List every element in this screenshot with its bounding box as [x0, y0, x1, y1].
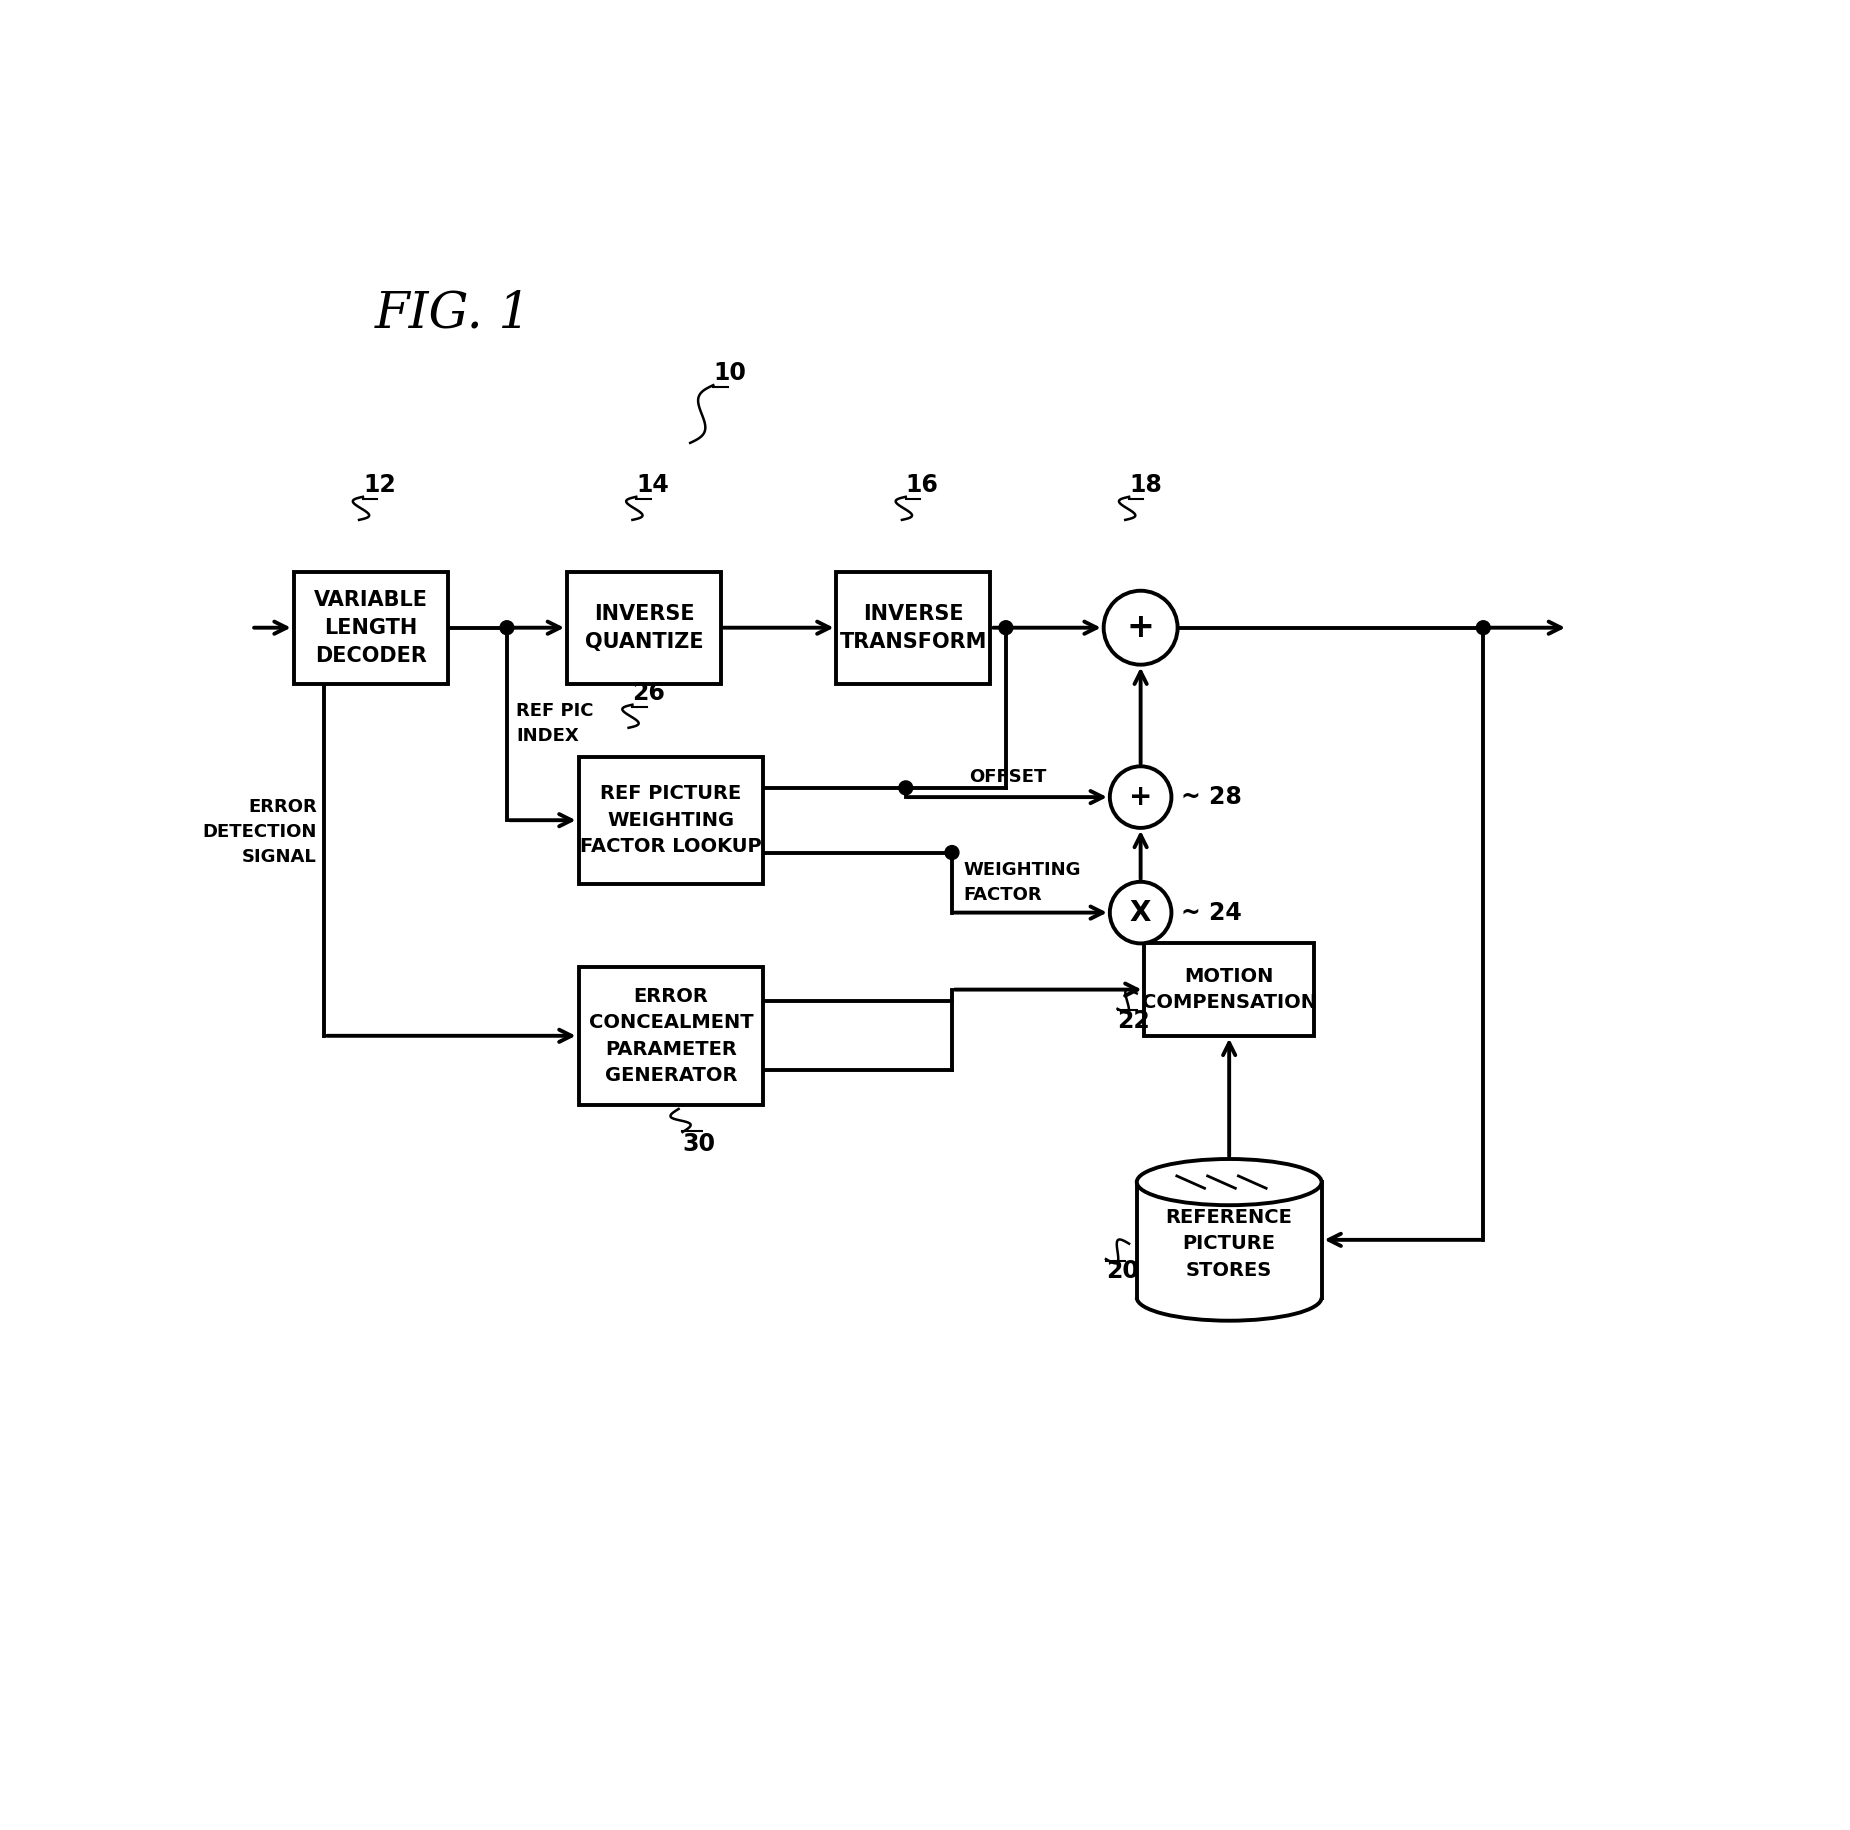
Text: ~ 24: ~ 24: [1180, 900, 1241, 924]
Text: 20: 20: [1106, 1259, 1140, 1283]
Bar: [579, 966, 764, 1105]
Bar: [294, 571, 448, 684]
Bar: [566, 571, 722, 684]
Text: REF PIC
INDEX: REF PIC INDEX: [516, 703, 594, 745]
Circle shape: [1476, 620, 1491, 635]
Text: 10: 10: [714, 361, 746, 384]
Circle shape: [899, 781, 912, 794]
Text: REF PICTURE
WEIGHTING
FACTOR LOOKUP: REF PICTURE WEIGHTING FACTOR LOOKUP: [581, 785, 762, 856]
Text: +: +: [1128, 783, 1153, 811]
Text: MOTION
COMPENSATION: MOTION COMPENSATION: [1141, 966, 1317, 1012]
Text: INVERSE
QUANTIZE: INVERSE QUANTIZE: [585, 604, 703, 651]
Text: ERROR
CONCEALMENT
PARAMETER
GENERATOR: ERROR CONCEALMENT PARAMETER GENERATOR: [588, 986, 753, 1085]
Text: +: +: [1127, 611, 1154, 644]
Bar: [579, 756, 764, 884]
Text: 30: 30: [683, 1133, 716, 1157]
Text: OFFSET: OFFSET: [969, 767, 1045, 785]
Text: ERROR
DETECTION
SIGNAL: ERROR DETECTION SIGNAL: [202, 798, 316, 866]
Circle shape: [945, 845, 958, 860]
Circle shape: [1110, 767, 1171, 827]
Text: INVERSE
TRANSFORM: INVERSE TRANSFORM: [840, 604, 988, 651]
Bar: [836, 571, 990, 684]
Text: X: X: [1130, 899, 1151, 926]
Text: VARIABLE
LENGTH
DECODER: VARIABLE LENGTH DECODER: [314, 589, 427, 666]
Text: 16: 16: [906, 472, 938, 496]
Text: 14: 14: [636, 472, 670, 496]
Ellipse shape: [1136, 1158, 1321, 1206]
Text: WEIGHTING
FACTOR: WEIGHTING FACTOR: [964, 862, 1080, 904]
Circle shape: [1104, 591, 1178, 664]
Text: FIG. 1: FIG. 1: [374, 289, 531, 339]
Circle shape: [1110, 882, 1171, 944]
Text: REFERENCE
PICTURE
STORES: REFERENCE PICTURE STORES: [1166, 1208, 1293, 1279]
Text: 22: 22: [1117, 1008, 1151, 1032]
Text: 26: 26: [633, 681, 666, 705]
Text: 12: 12: [363, 472, 396, 496]
Circle shape: [999, 620, 1012, 635]
Text: ~ 28: ~ 28: [1180, 785, 1241, 809]
Circle shape: [500, 620, 514, 635]
Text: 18: 18: [1128, 472, 1162, 496]
Bar: [1145, 944, 1314, 1036]
